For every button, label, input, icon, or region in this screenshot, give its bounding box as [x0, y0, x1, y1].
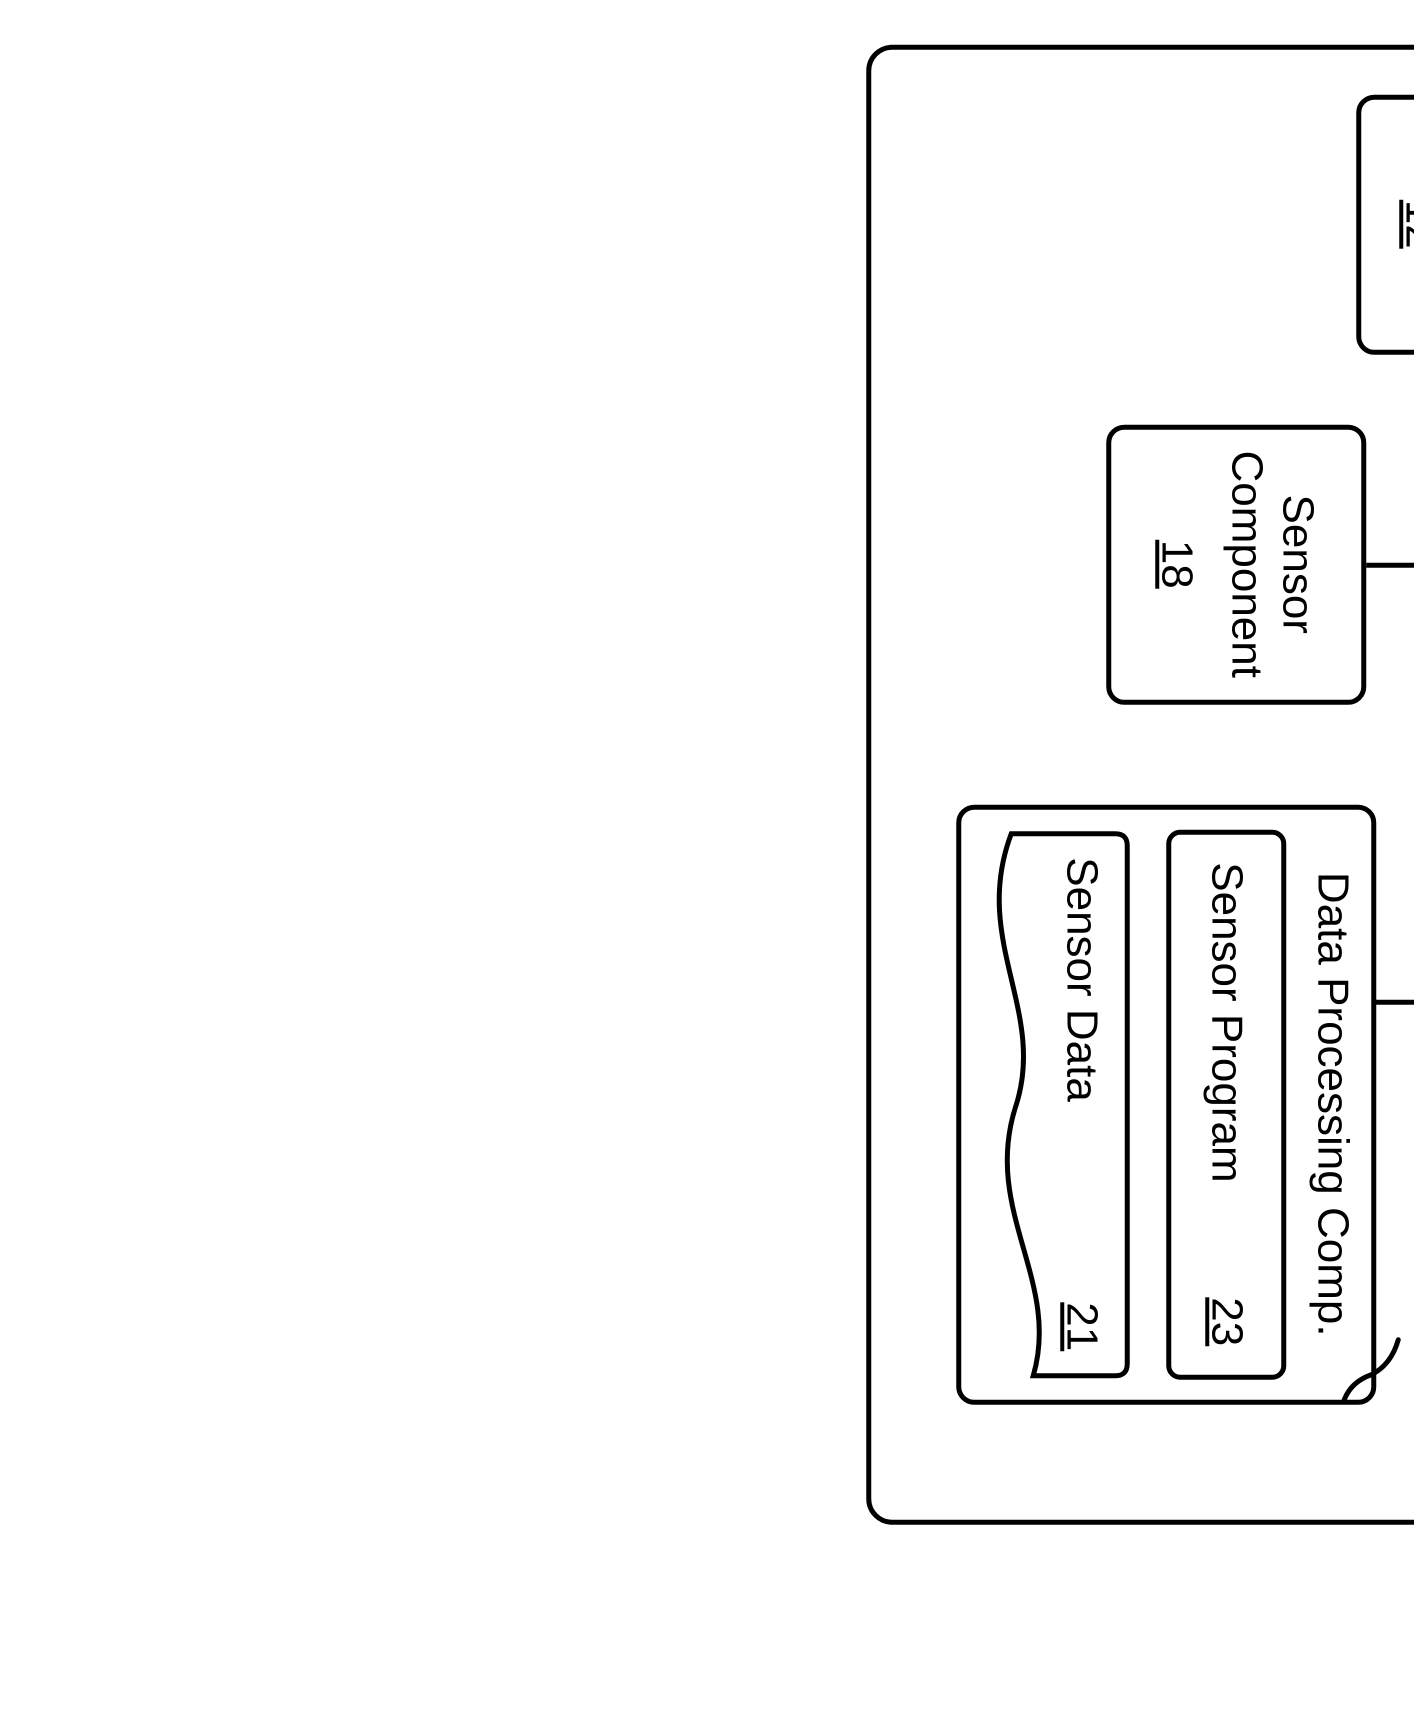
data-processing-leader-hook — [1336, 1329, 1406, 1409]
connector — [1374, 999, 1414, 1004]
sensor-data-label: Sensor Data — [1056, 857, 1106, 1302]
sensor-component-line2: Component — [1221, 451, 1272, 678]
data-processing-ref: 20 — [1406, 1284, 1414, 1333]
sensor-data-ref: 21 — [1056, 1302, 1106, 1351]
sensor-component-ref: 18 — [1150, 540, 1201, 589]
sensor-program-ref: 23 — [1201, 1297, 1251, 1356]
canvas: FIG. 1B Sensor Node 10 Power Harvesting … — [0, 0, 1414, 1715]
rotation-wrapper: FIG. 1B Sensor Node 10 Power Harvesting … — [782, 782, 1414, 1640]
diagram-stage: FIG. 1B Sensor Node 10 Power Harvesting … — [782, 0, 1414, 1639]
power-harvesting-box: Power Harvesting Component 12 — [1356, 94, 1414, 354]
power-harvesting-ref: 12 — [1395, 200, 1414, 249]
sensor-component-box: Sensor Component 18 — [1106, 424, 1366, 704]
sensor-program-box: Sensor Program 23 — [1166, 829, 1286, 1379]
connector — [1366, 562, 1414, 567]
sensor-component-line1: Sensor — [1272, 495, 1323, 634]
sensor-program-label: Sensor Program — [1201, 852, 1251, 1297]
sensor-data-row: Sensor Data 21 — [1051, 829, 1111, 1379]
data-processing-title: Data Processing Comp. — [1307, 872, 1358, 1337]
